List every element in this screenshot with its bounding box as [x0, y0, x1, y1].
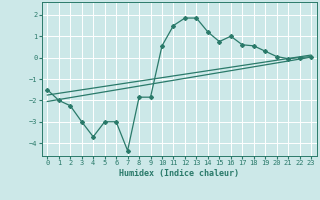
X-axis label: Humidex (Indice chaleur): Humidex (Indice chaleur)	[119, 169, 239, 178]
